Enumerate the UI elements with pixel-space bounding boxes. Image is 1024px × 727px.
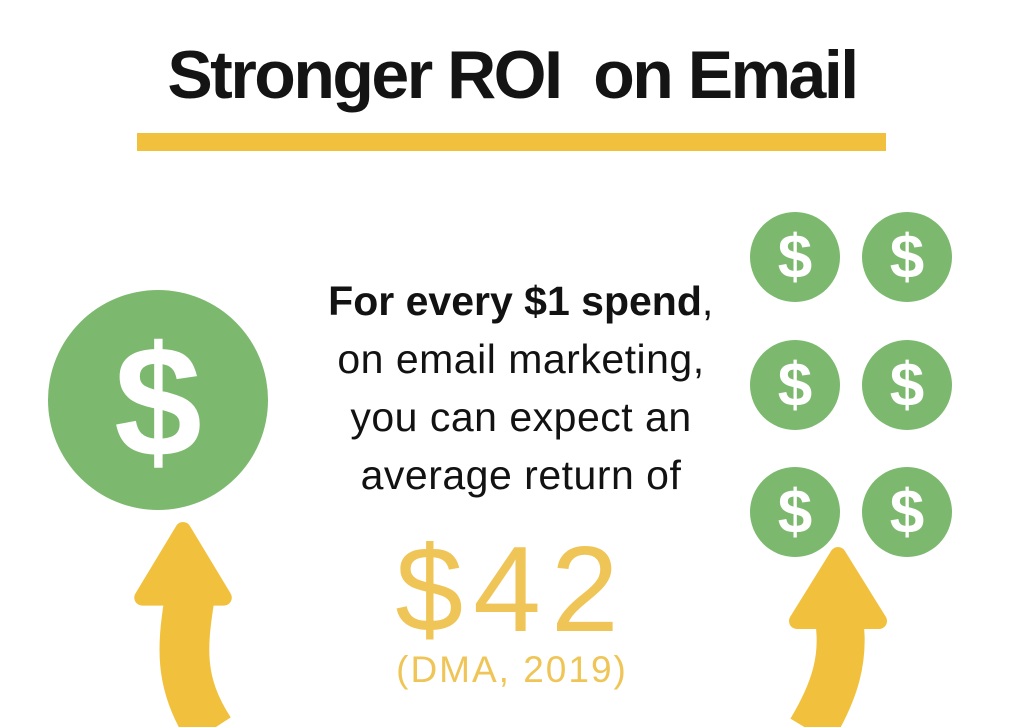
dollar-sign-icon: $: [777, 223, 813, 292]
body-text-line-1: For every $1 spend,: [287, 272, 755, 330]
dollar-sign-icon: $: [114, 314, 202, 490]
dollar-coin: $: [862, 340, 952, 430]
title-underline: [137, 133, 886, 151]
stat-value: $42: [395, 521, 629, 657]
dollar-sign-icon: $: [777, 478, 813, 547]
curved-up-arrow-left-icon: [134, 521, 232, 727]
body-text: For every $1 spend, on email marketing, …: [287, 272, 755, 504]
dollar-sign-icon: $: [889, 223, 925, 292]
dollar-coin: $: [862, 212, 952, 302]
body-text-line-3: you can expect an: [350, 394, 692, 440]
page-title: Stronger ROI on Email: [167, 37, 859, 113]
dollar-coin: $: [750, 212, 840, 302]
stat-source: (DMA, 2019): [396, 649, 628, 690]
body-text-line-4: average return of: [360, 452, 682, 498]
coin-grid: $ $ $ $ $ $: [750, 212, 952, 557]
big-dollar-coin: $: [48, 290, 268, 510]
dollar-sign-icon: $: [889, 478, 925, 547]
dollar-sign-icon: $: [889, 351, 925, 420]
dollar-coin: $: [862, 467, 952, 557]
body-text-bold: For every $1 spend: [328, 278, 702, 324]
dollar-coin: $: [750, 467, 840, 557]
dollar-sign-icon: $: [777, 351, 813, 420]
body-text-line-2: on email marketing,: [337, 336, 705, 382]
dollar-coin: $: [750, 340, 840, 430]
body-text-comma: ,: [701, 278, 714, 324]
curved-up-arrow-right-icon: [789, 547, 887, 727]
